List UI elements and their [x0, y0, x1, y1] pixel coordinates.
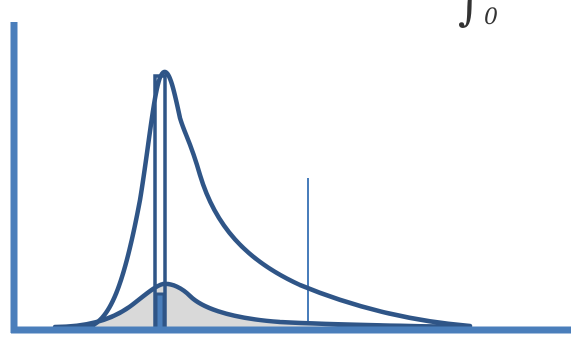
integral-lower-limit: 0 — [484, 5, 498, 30]
peak-curve — [82, 69, 473, 330]
integral-symbol: ∫ — [458, 0, 481, 31]
integral-label: ∫ 0 — [458, 0, 498, 31]
small-bar — [154, 292, 166, 332]
flat-curve — [52, 281, 468, 330]
